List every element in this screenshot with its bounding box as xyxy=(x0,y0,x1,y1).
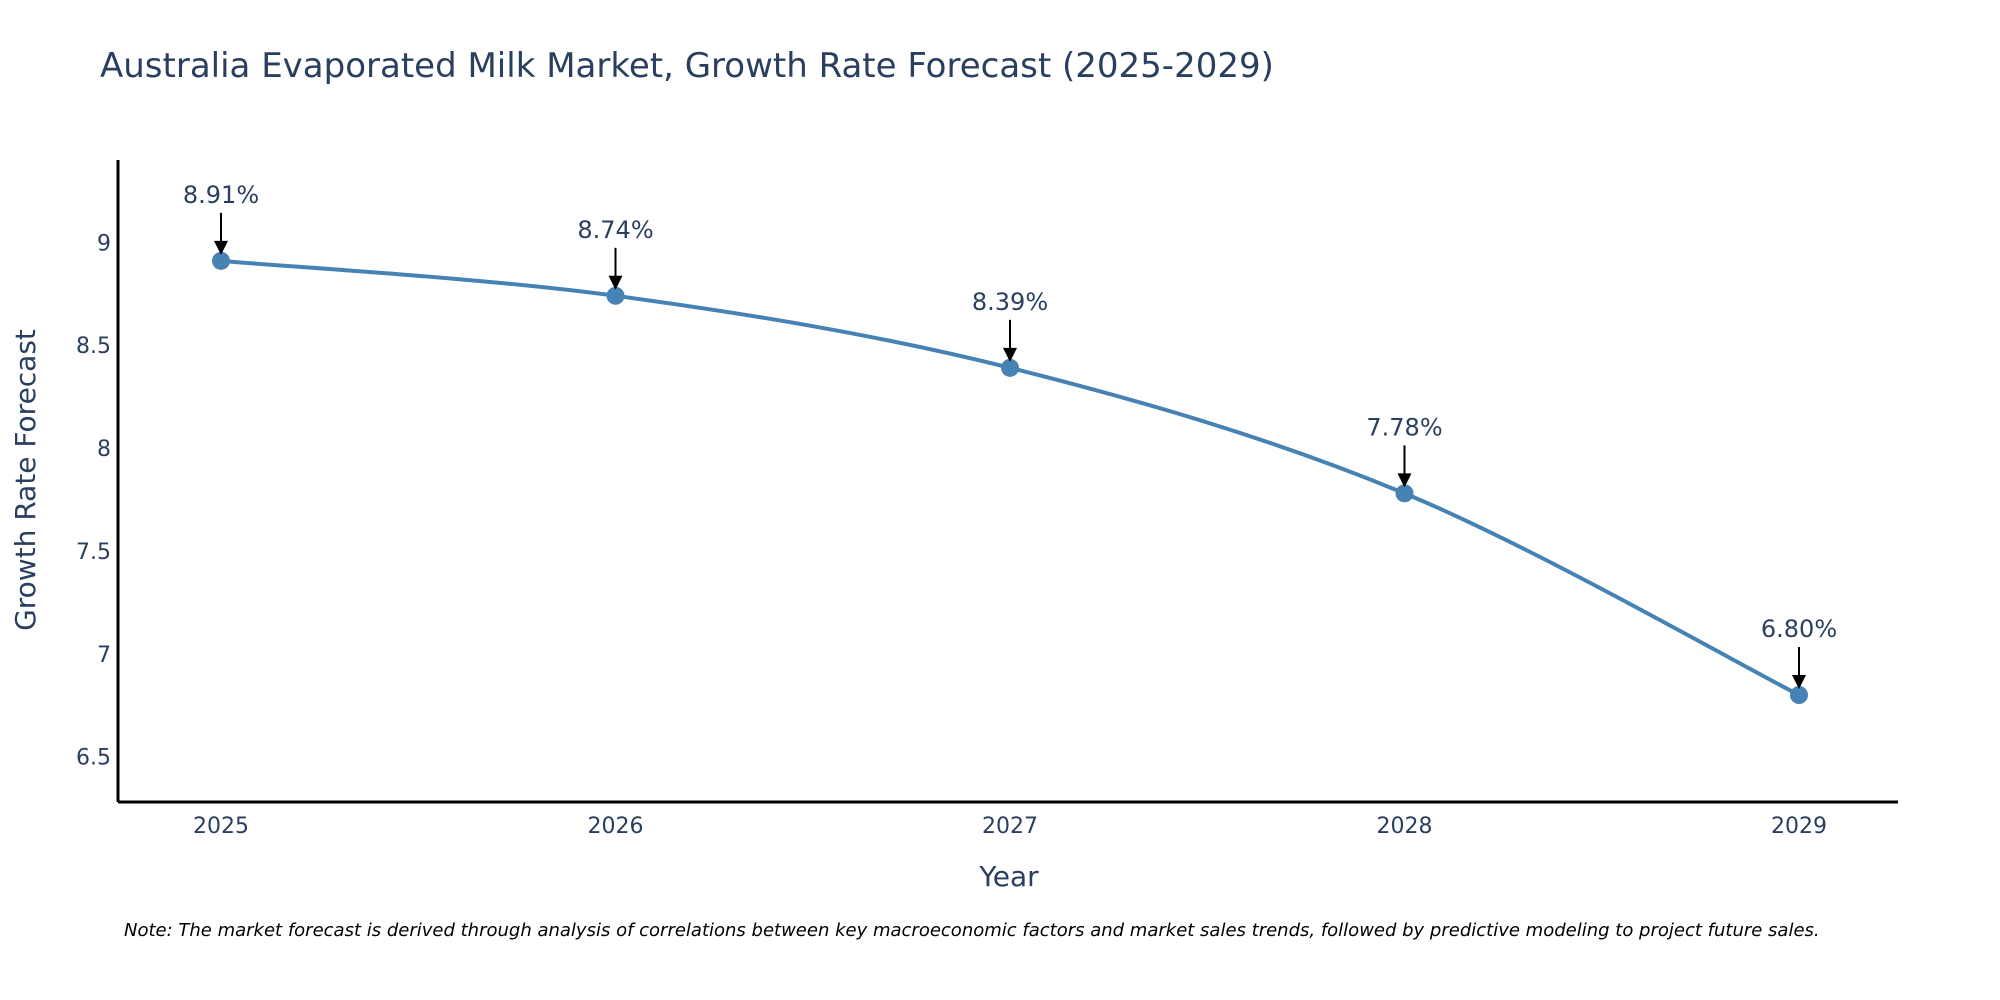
data-label: 8.74% xyxy=(577,216,653,244)
data-label: 8.91% xyxy=(183,181,259,209)
data-point xyxy=(1395,484,1414,503)
x-tick-label: 2026 xyxy=(588,814,644,839)
x-axis-title: Year xyxy=(978,860,1039,893)
y-tick-label: 7.5 xyxy=(76,540,111,565)
y-tick-label: 8.5 xyxy=(76,334,111,359)
marker-layer xyxy=(212,251,1808,704)
x-tick-label: 2025 xyxy=(193,814,249,839)
x-tick-label: 2027 xyxy=(982,814,1038,839)
annotation-layer: 8.91% 8.74% 8.39% 7.78% 6.80% xyxy=(183,181,1837,689)
x-tick-label: 2028 xyxy=(1377,814,1433,839)
footnote: Note: The market forecast is derived thr… xyxy=(124,920,1820,941)
data-label: 7.78% xyxy=(1366,413,1442,441)
data-point xyxy=(1001,358,1019,377)
y-tick-label: 9 xyxy=(97,231,111,256)
data-label: 6.80% xyxy=(1761,615,1837,643)
y-tick-label: 6.5 xyxy=(76,746,111,771)
y-tick-label: 7 xyxy=(97,643,111,668)
data-label: 8.39% xyxy=(972,288,1048,316)
annotation-arrow-head xyxy=(214,240,228,255)
data-point xyxy=(212,251,230,270)
annotation-arrow-head xyxy=(1397,473,1412,488)
data-point xyxy=(606,286,625,305)
y-axis-title: Growth Rate Forecast xyxy=(9,329,42,631)
annotation-arrow-head xyxy=(1792,675,1806,689)
x-tick-label: 2029 xyxy=(1771,814,1827,839)
annotation-arrow-head xyxy=(608,275,623,290)
y-tick-label: 8 xyxy=(97,437,111,462)
chart-title: Australia Evaporated Milk Market, Growth… xyxy=(100,46,1274,86)
data-point xyxy=(1790,686,1808,704)
axes-layer: 6.5 7 7.5 8 8.5 9 2025 2026 2027 2028 2029 xyxy=(76,160,1898,839)
annotation-arrow-head xyxy=(1003,347,1017,362)
